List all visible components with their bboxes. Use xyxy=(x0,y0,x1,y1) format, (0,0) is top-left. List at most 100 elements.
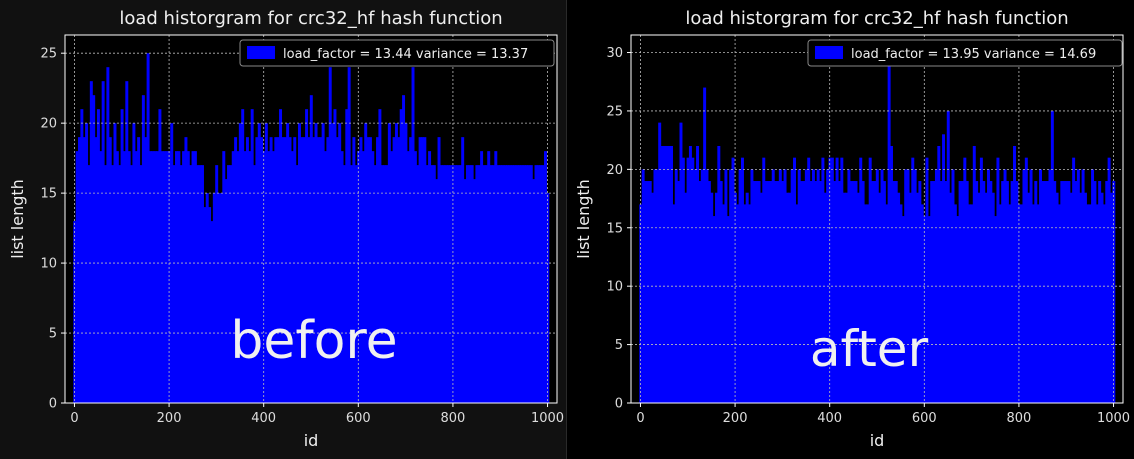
bar xyxy=(442,165,446,403)
bar xyxy=(651,192,655,403)
bar xyxy=(923,216,927,403)
bar xyxy=(1050,110,1054,403)
bar xyxy=(1069,192,1073,403)
bar xyxy=(286,123,290,403)
bar xyxy=(510,165,514,403)
legend-box xyxy=(239,39,555,67)
bar xyxy=(1043,181,1047,403)
bar xyxy=(1102,204,1106,403)
bar xyxy=(845,192,849,403)
bar xyxy=(229,165,233,403)
bar xyxy=(205,193,209,403)
bar xyxy=(757,181,761,403)
bar xyxy=(1083,192,1087,403)
bar xyxy=(875,169,879,403)
bar xyxy=(494,151,498,403)
bar xyxy=(260,137,264,404)
bar xyxy=(894,181,898,403)
bar xyxy=(447,165,450,403)
bar xyxy=(703,87,707,404)
bar xyxy=(819,181,823,403)
bar xyxy=(513,165,517,403)
bar xyxy=(413,151,417,403)
bar xyxy=(745,192,749,403)
bar xyxy=(269,137,273,404)
bar xyxy=(82,137,86,404)
bar xyxy=(316,137,320,404)
bar xyxy=(297,123,301,403)
bar xyxy=(255,137,259,404)
bar xyxy=(92,95,96,403)
bar xyxy=(120,109,124,403)
x-tick-label: 0 xyxy=(70,411,78,426)
y-tick-label: 10 xyxy=(606,280,623,295)
bar xyxy=(755,181,759,403)
chart-title: load historgram for crc32_hf hash functi… xyxy=(685,8,1068,29)
bar xyxy=(491,165,495,403)
bar xyxy=(960,181,964,403)
bar xyxy=(345,109,349,403)
bar xyxy=(125,81,129,404)
bar xyxy=(1053,181,1057,403)
bar xyxy=(1062,181,1066,403)
bar xyxy=(759,192,763,403)
bar xyxy=(833,181,837,403)
bar xyxy=(425,165,429,403)
bar xyxy=(1098,181,1102,403)
bar xyxy=(231,151,235,403)
bar xyxy=(253,165,257,403)
bar xyxy=(821,157,825,403)
bar xyxy=(662,145,666,403)
bar xyxy=(866,204,870,403)
bar xyxy=(767,181,770,403)
bar xyxy=(477,165,481,403)
legend-label: load_factor = 13.95 variance = 14.69 xyxy=(851,47,1096,62)
bar xyxy=(134,151,138,403)
bar xyxy=(115,151,119,403)
bar xyxy=(816,169,820,403)
bar xyxy=(807,157,811,403)
bar xyxy=(1072,157,1076,403)
bar xyxy=(475,165,479,403)
x-tick-label: 0 xyxy=(636,411,644,426)
bar xyxy=(958,181,962,403)
bar xyxy=(1100,192,1104,403)
bar xyxy=(172,165,176,403)
bar xyxy=(802,181,806,403)
bar xyxy=(644,181,647,403)
bar xyxy=(522,165,526,403)
x-tick-label: 800 xyxy=(441,411,466,426)
bar xyxy=(111,165,115,403)
chart-after-panel: 0 200 400 600 800 1000 0 5 10 15 20 25 30 load histor… xyxy=(566,0,1134,459)
y-tick-label: 15 xyxy=(606,221,623,236)
bar xyxy=(696,145,700,403)
bar xyxy=(868,157,872,403)
legend-swatch xyxy=(815,46,843,59)
chart-before-panel: 0 200 400 600 800 1000 0 5 10 15 20 25 load historgr… xyxy=(0,0,566,459)
bar xyxy=(87,165,91,403)
bar xyxy=(863,204,867,403)
bar xyxy=(970,204,974,403)
bar xyxy=(840,157,844,403)
bar xyxy=(743,204,747,403)
chart-annotation: before xyxy=(230,311,397,371)
bar xyxy=(956,216,960,403)
bar xyxy=(1031,204,1035,403)
bar xyxy=(930,181,934,403)
bar xyxy=(108,137,112,404)
bar xyxy=(667,145,671,403)
bar xyxy=(517,165,521,403)
y-tick-label: 0 xyxy=(615,397,623,412)
legend-label: load_factor = 13.44 variance = 13.37 xyxy=(283,47,528,62)
x-tick-label: 200 xyxy=(157,411,182,426)
bar xyxy=(1001,181,1005,403)
bar xyxy=(1046,181,1050,403)
x-axis-label: id xyxy=(870,431,885,450)
bar xyxy=(99,151,103,403)
bar xyxy=(920,204,924,403)
bar xyxy=(439,165,443,403)
x-tick-label: 1000 xyxy=(531,411,564,426)
bar xyxy=(340,151,344,403)
bar xyxy=(1008,204,1012,403)
bars-group xyxy=(73,53,550,404)
